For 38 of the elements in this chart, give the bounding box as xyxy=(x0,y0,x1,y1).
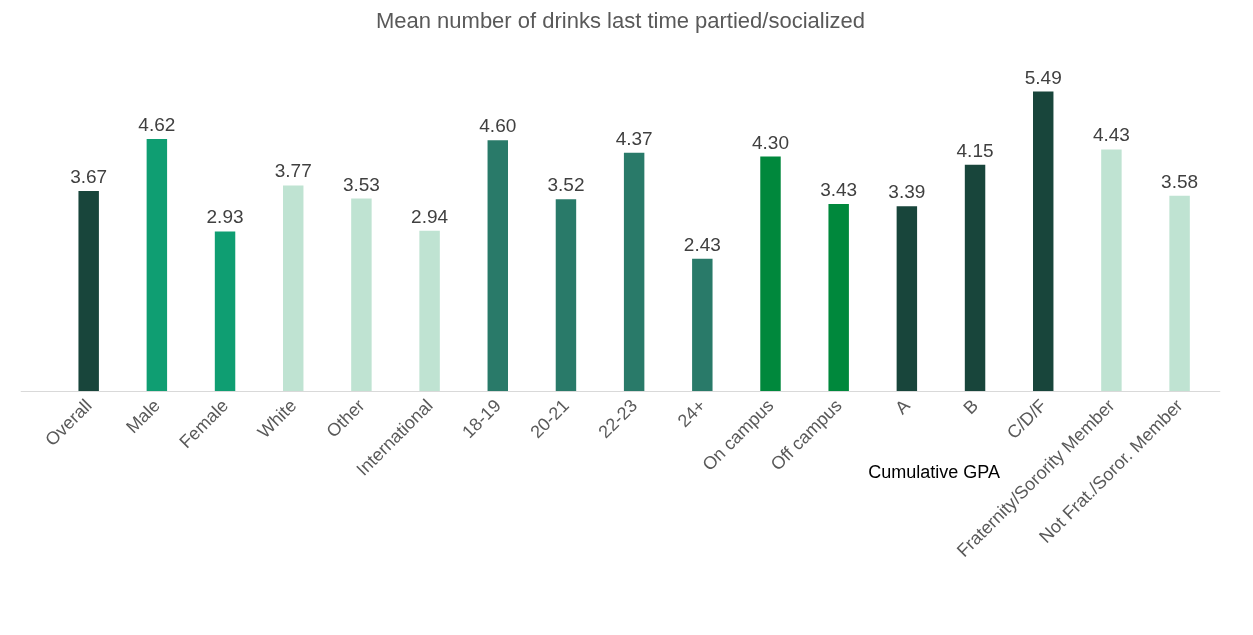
data-label: 3.77 xyxy=(274,160,312,182)
bar xyxy=(555,199,577,392)
data-label: 4.62 xyxy=(138,114,176,136)
chart-title: Mean number of drinks last time partied/socialized xyxy=(375,7,866,33)
bar xyxy=(828,204,849,392)
data-label: 4.15 xyxy=(956,139,994,161)
bar xyxy=(351,198,372,392)
x-tick-label: B xyxy=(959,395,983,419)
x-tick-label: A xyxy=(891,395,914,419)
bar xyxy=(1101,149,1122,392)
bar xyxy=(419,230,440,392)
x-tick-label: 24+ xyxy=(673,395,710,432)
bar xyxy=(214,231,236,392)
data-label: 2.93 xyxy=(206,206,244,228)
data-label: 3.67 xyxy=(70,165,108,187)
data-label: 4.30 xyxy=(752,131,789,153)
bar xyxy=(964,164,986,392)
data-label: 4.43 xyxy=(1092,124,1130,146)
data-label: 2.94 xyxy=(411,205,449,227)
bar xyxy=(146,139,168,392)
bar xyxy=(283,185,304,392)
bar xyxy=(487,140,508,392)
bar xyxy=(692,258,713,392)
data-label: 3.52 xyxy=(547,174,585,196)
data-label: 3.58 xyxy=(1161,170,1199,192)
bar xyxy=(896,206,918,392)
data-label: 3.43 xyxy=(820,179,858,201)
data-label: 2.43 xyxy=(683,233,721,255)
bar xyxy=(1169,195,1190,392)
bar xyxy=(1033,91,1054,392)
bar xyxy=(78,190,99,392)
bar xyxy=(760,156,781,392)
data-label: 3.39 xyxy=(888,181,926,203)
data-label: 4.37 xyxy=(615,127,653,149)
data-label: 5.49 xyxy=(1024,66,1062,88)
bar xyxy=(623,152,645,392)
data-label: 4.60 xyxy=(479,115,517,137)
data-label: 3.53 xyxy=(342,173,380,195)
